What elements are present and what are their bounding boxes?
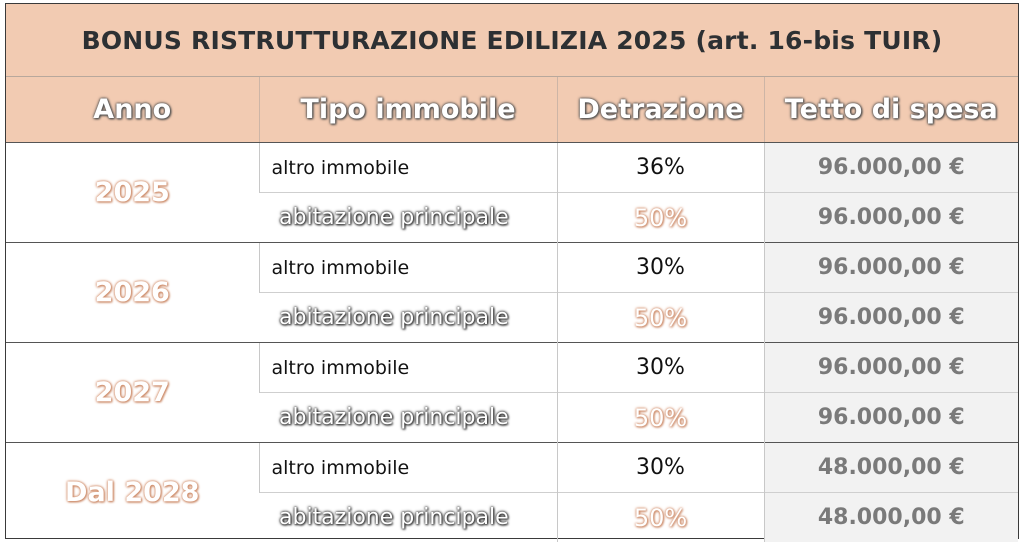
year-cell: Dal 2028 — [6, 442, 259, 542]
detrazione-cell: 50% — [556, 392, 764, 443]
tipo-immobile-cell: altro immobile — [258, 342, 557, 393]
detrazione-cell: 50% — [556, 292, 764, 343]
header-tetto-di-spesa: Tetto di spesa — [763, 77, 1018, 143]
detrazione-cell: 30% — [556, 442, 764, 493]
tipo-immobile-cell: altro immobile — [258, 142, 557, 193]
tetto-spesa-cell: 96.000,00 € — [763, 392, 1018, 443]
table-title-bar: BONUS RISTRUTTURAZIONE EDILIZIA 2025 (ar… — [6, 4, 1018, 77]
header-anno: Anno — [6, 77, 259, 143]
tipo-immobile-cell: altro immobile — [258, 442, 557, 493]
tetto-spesa-cell: 96.000,00 € — [763, 142, 1018, 193]
tipo-immobile-cell: altro immobile — [258, 242, 557, 293]
table-row: 2026 altro immobile 30% 96.000,00 € — [6, 242, 1018, 343]
tetto-spesa-cell: 96.000,00 € — [763, 242, 1018, 293]
tetto-spesa-cell: 96.000,00 € — [763, 342, 1018, 393]
tipo-immobile-cell: abitazione principale — [259, 492, 557, 542]
year-cell: 2027 — [6, 342, 259, 443]
table-row: abitazione principale 50% 96.000,00 € — [6, 192, 1018, 243]
header-detrazione: Detrazione — [556, 77, 764, 143]
table-row: abitazione principale 50% 96.000,00 € — [6, 292, 1018, 343]
detrazione-cell: 50% — [556, 192, 764, 243]
tetto-spesa-cell: 96.000,00 € — [763, 192, 1018, 243]
table-row: Dal 2028 altro immobile 30% 48.000,00 € — [6, 442, 1018, 542]
year-cell: 2025 — [94, 177, 170, 208]
bonus-table: Anno Tipo immobile Detrazione Tetto di s… — [6, 77, 1018, 542]
header-tipo-immobile: Tipo immobile — [258, 77, 557, 143]
tetto-spesa-cell: 48.000,00 € — [763, 492, 1018, 542]
tipo-immobile-cell: abitazione principale — [259, 192, 557, 243]
tipo-immobile-cell: abitazione principale — [259, 292, 557, 343]
table-row: abitazione principale 50% 48.000,00 € — [6, 492, 1018, 542]
tipo-immobile-cell: abitazione principale — [259, 392, 557, 443]
detrazione-cell: 30% — [556, 242, 764, 293]
tetto-spesa-cell: 96.000,00 € — [763, 292, 1018, 343]
detrazione-cell: 36% — [556, 142, 764, 193]
bonus-table-frame: BONUS RISTRUTTURAZIONE EDILIZIA 2025 (ar… — [5, 3, 1019, 542]
detrazione-cell: 30% — [556, 342, 764, 393]
header-row: Anno Tipo immobile Detrazione Tetto di s… — [6, 77, 1018, 143]
table-title: BONUS RISTRUTTURAZIONE EDILIZIA 2025 (ar… — [81, 25, 943, 55]
year-cell: 2026 — [6, 242, 259, 343]
detrazione-cell: 50% — [556, 492, 764, 542]
table-row: 2027 altro immobile 30% 96.000,00 € — [6, 342, 1018, 443]
table-row: 2025 altro immobile 36% 96.000,00 € — [6, 142, 1018, 208]
table-row: abitazione principale 50% 96.000,00 € — [6, 392, 1018, 443]
tetto-spesa-cell: 48.000,00 € — [763, 442, 1018, 493]
